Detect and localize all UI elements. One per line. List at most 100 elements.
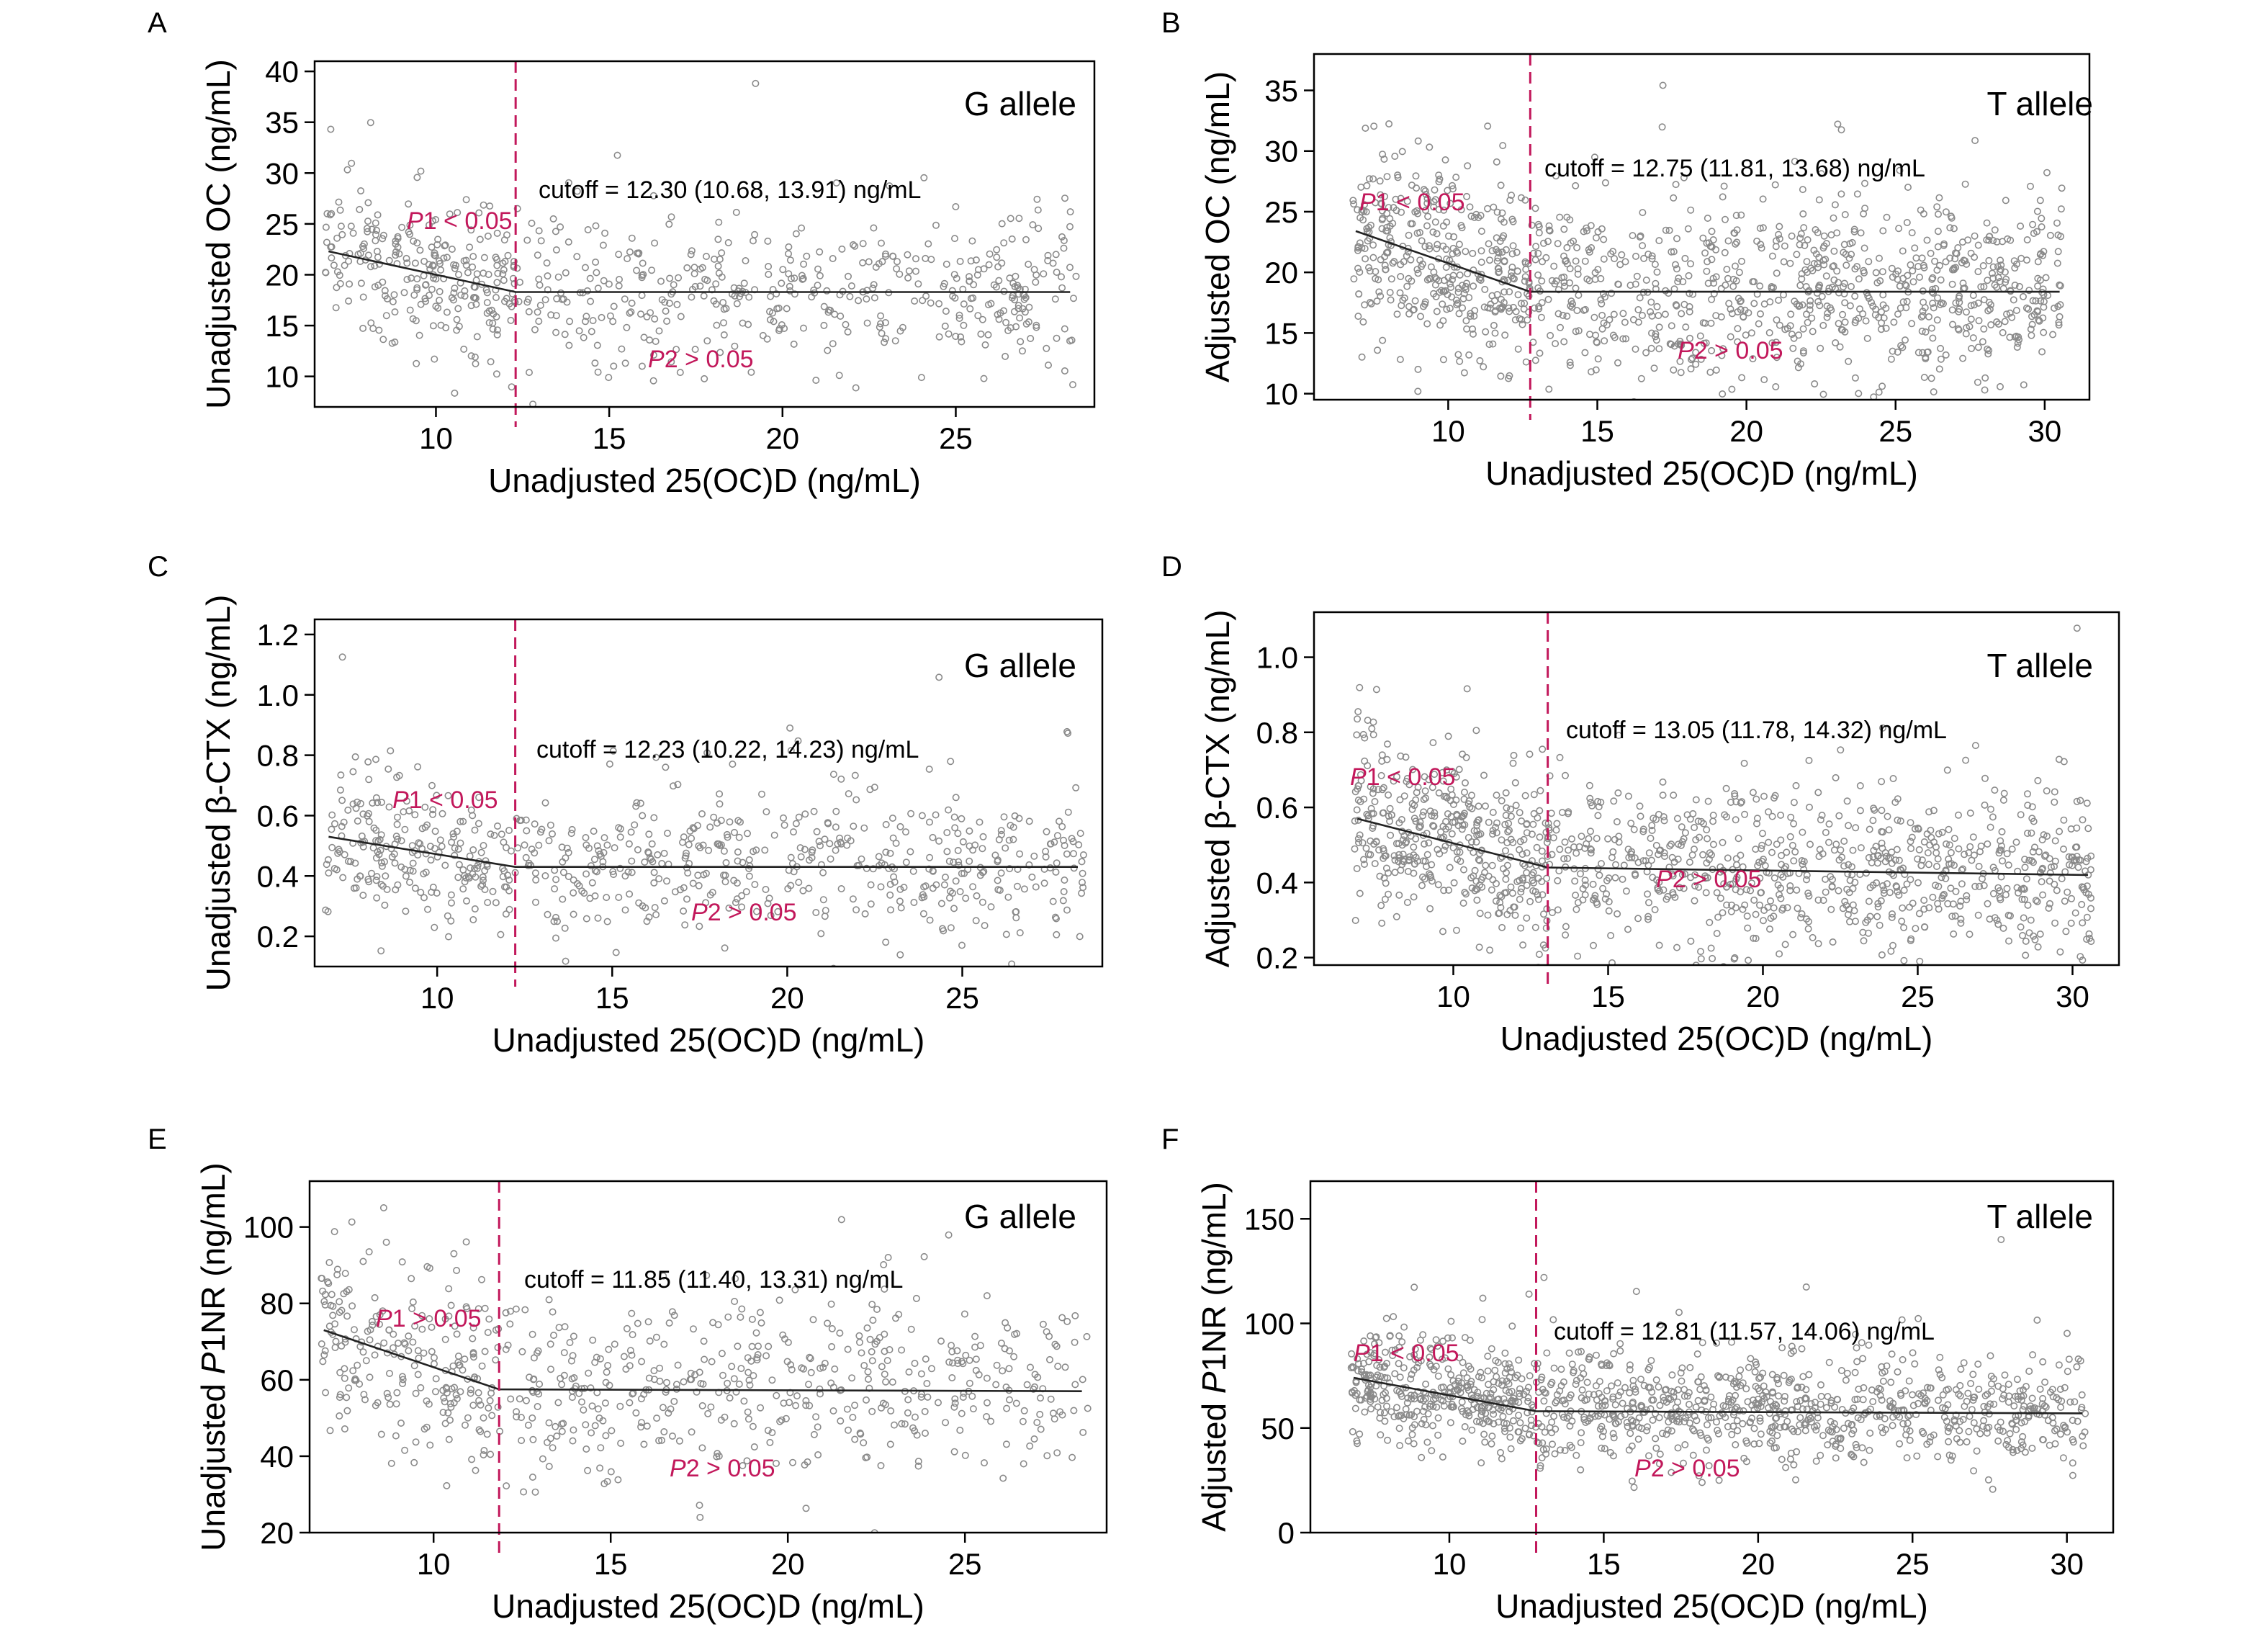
data-point	[469, 1324, 477, 1332]
data-point	[791, 1286, 799, 1294]
data-point	[1456, 357, 1464, 365]
data-point	[1596, 871, 1603, 879]
data-point	[1889, 273, 1896, 281]
data-point	[437, 266, 445, 274]
data-point	[816, 1364, 824, 1372]
data-point	[1670, 366, 1678, 374]
data-point	[611, 1340, 618, 1348]
data-point	[968, 237, 976, 245]
data-point	[1608, 853, 1616, 861]
data-point	[942, 260, 950, 268]
data-point	[600, 848, 608, 856]
data-point	[1592, 331, 1600, 339]
data-point	[643, 1422, 651, 1430]
data-point	[1503, 861, 1511, 869]
data-point	[1776, 321, 1783, 329]
data-point	[1841, 897, 1849, 905]
data-point	[2055, 1361, 2063, 1369]
data-point	[1709, 840, 1717, 848]
data-point	[1616, 261, 1624, 269]
data-point	[1935, 365, 1943, 373]
data-point	[375, 260, 383, 268]
data-point	[1704, 835, 1711, 843]
data-point	[324, 856, 332, 864]
data-point	[842, 320, 850, 328]
data-point	[1856, 305, 1864, 313]
data-point	[514, 844, 522, 852]
data-point	[1720, 182, 1728, 190]
data-point	[2043, 787, 2051, 795]
data-point	[1601, 179, 1609, 187]
data-point	[451, 851, 459, 859]
data-point	[1413, 789, 1421, 797]
data-point	[650, 814, 658, 822]
data-point	[1058, 233, 1066, 241]
data-point	[654, 851, 662, 858]
data-point	[1486, 946, 1494, 954]
data-point	[359, 1149, 364, 1155]
data-point	[1947, 848, 1955, 856]
data-point	[2020, 885, 2028, 893]
p1-text: 1 < 0.05	[1376, 189, 1465, 216]
data-point	[932, 221, 940, 229]
data-point	[803, 252, 811, 260]
data-point	[451, 389, 459, 397]
data-point	[428, 781, 436, 789]
data-point	[582, 841, 590, 849]
data-point	[1648, 827, 1656, 835]
data-point	[631, 821, 639, 829]
data-point	[1648, 252, 1656, 260]
data-point	[333, 284, 341, 292]
data-point	[1375, 288, 1383, 296]
data-point	[1989, 236, 1997, 244]
data-point	[1857, 229, 1865, 237]
data-point	[1422, 206, 1430, 214]
data-point	[392, 833, 400, 840]
data-point	[776, 1417, 784, 1425]
data-point	[1498, 836, 1506, 844]
data-point	[459, 1366, 467, 1374]
data-point	[1738, 374, 1746, 382]
p1-label: P1 < 0.05	[392, 786, 498, 814]
data-point	[603, 894, 611, 902]
data-point	[1506, 1433, 1514, 1441]
data-point	[412, 1438, 420, 1446]
data-point	[1628, 848, 1636, 856]
data-point	[1369, 789, 1377, 797]
data-point	[1480, 363, 1488, 371]
data-point	[444, 792, 452, 799]
plot-frame	[313, 60, 1096, 408]
data-point	[763, 335, 771, 343]
data-point	[601, 1399, 609, 1407]
data-point	[1944, 1427, 1952, 1435]
data-point	[1377, 902, 1385, 910]
data-point	[1634, 318, 1642, 326]
data-point	[1639, 209, 1647, 217]
data-point	[461, 1421, 469, 1429]
data-point	[397, 837, 405, 845]
scatter-points	[1351, 624, 2095, 965]
data-point	[1622, 887, 1630, 895]
data-point	[919, 297, 927, 305]
data-point	[1879, 724, 1887, 732]
data-point	[364, 199, 372, 207]
data-point	[927, 256, 935, 264]
data-point	[1863, 869, 1871, 877]
data-point	[420, 870, 428, 878]
data-point	[464, 269, 472, 277]
data-point	[1697, 948, 1705, 956]
data-point	[434, 236, 442, 243]
data-point	[696, 282, 704, 290]
data-point	[408, 1275, 415, 1283]
data-point	[1503, 804, 1511, 812]
data-point	[1535, 895, 1543, 903]
data-point	[1083, 1332, 1091, 1340]
data-point	[416, 840, 424, 848]
data-point	[2039, 1394, 2047, 1402]
x-axis-label: Unadjusted 25(OC)D (ng/mL)	[1485, 454, 1918, 492]
data-point	[966, 1379, 973, 1387]
data-point	[672, 346, 680, 354]
data-point	[932, 811, 940, 819]
data-point	[1395, 854, 1403, 862]
data-point	[1398, 208, 1405, 216]
